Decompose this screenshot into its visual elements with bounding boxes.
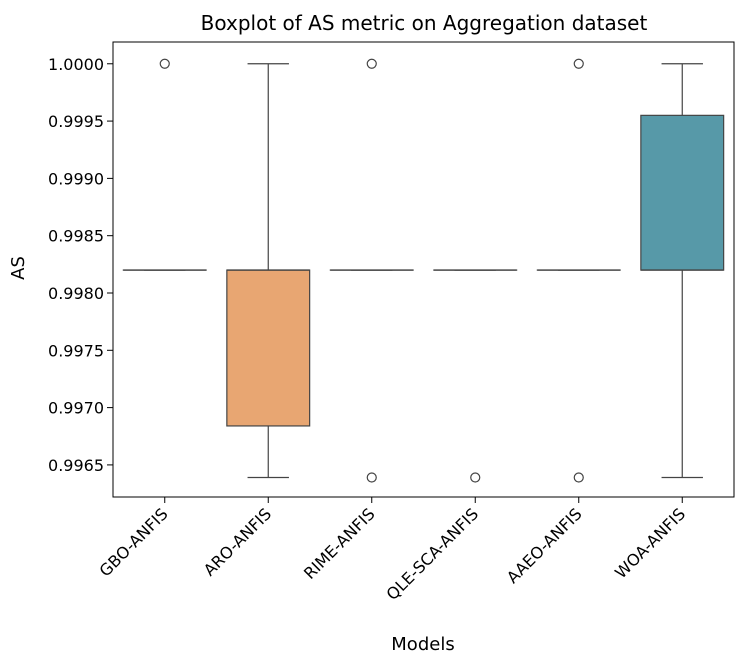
y-tick-label: 0.9980: [48, 284, 104, 303]
y-tick-label: 0.9990: [48, 169, 104, 188]
y-tick-label: 1.0000: [48, 55, 104, 74]
x-axis-ticks: GBO-ANFIS ARO-ANFIS RIME-ANFIS QLE-SCA-ANFI…: [96, 497, 689, 604]
y-axis-ticks: 0.9965 0.9970 0.9975 0.9980 0.9985 0.9990 0.99…: [48, 55, 113, 475]
plot-frame: [112, 41, 735, 498]
plot-area: [122, 58, 725, 483]
box-iqr: [640, 114, 725, 271]
chart-title: Boxplot of AS metric on Aggregation data…: [201, 11, 648, 35]
y-axis-label: AS: [8, 256, 29, 280]
outlier-point: [366, 472, 377, 483]
outlier-point: [573, 58, 584, 69]
y-tick-label: 0.9975: [48, 341, 104, 360]
outlier-point: [470, 472, 481, 483]
box-group: [536, 58, 621, 483]
box-group: [329, 58, 414, 483]
box-group: [122, 58, 207, 271]
x-tick-label: ARO-ANFIS: [200, 504, 275, 579]
x-tick-label: RIME-ANFIS: [300, 504, 379, 583]
x-tick-label: WOA-ANFIS: [611, 504, 689, 582]
y-tick-label: 0.9965: [48, 456, 104, 475]
y-tick-label: 0.9995: [48, 112, 104, 131]
box-group: [640, 63, 725, 479]
box-group: [226, 63, 311, 479]
outlier-point: [159, 58, 170, 69]
box-iqr: [226, 269, 311, 427]
x-axis-label: Models: [391, 634, 454, 655]
x-tick-label: AAEO-ANFIS: [503, 504, 586, 587]
y-tick-label: 0.9985: [48, 227, 104, 246]
x-tick-label: GBO-ANFIS: [96, 504, 172, 580]
x-tick-label: QLE-SCA-ANFIS: [383, 504, 483, 604]
y-tick-label: 0.9970: [48, 399, 104, 418]
box-group: [433, 269, 518, 483]
outlier-point: [366, 58, 377, 69]
outlier-point: [573, 472, 584, 483]
